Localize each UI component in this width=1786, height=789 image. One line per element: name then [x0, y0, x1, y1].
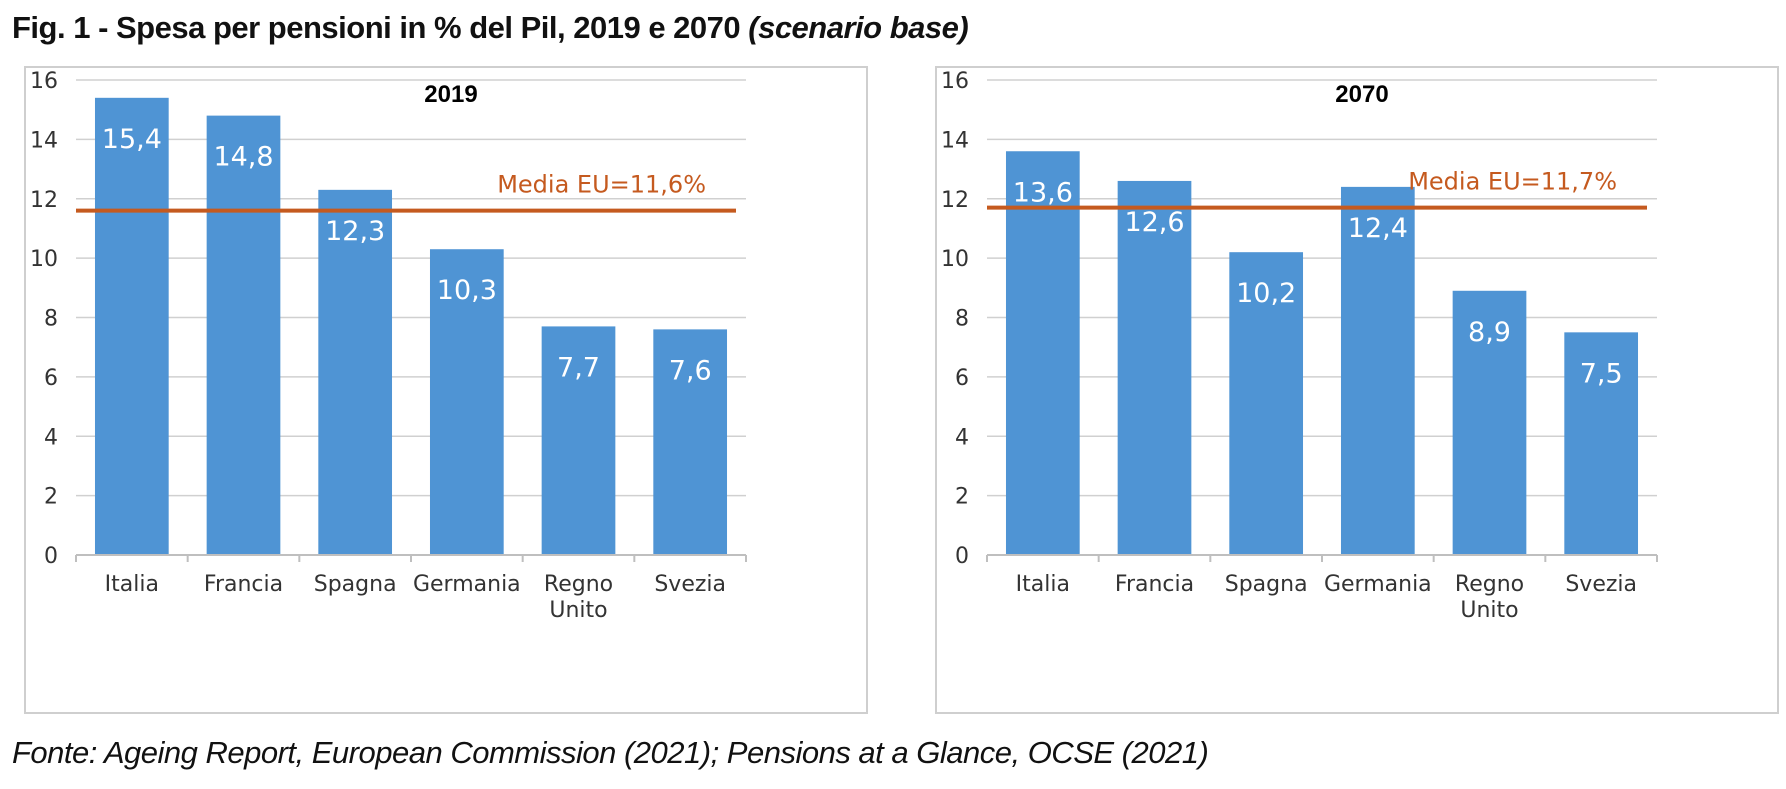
bar-value-label: 10,3 [437, 275, 497, 306]
source-note: Fonte: Ageing Report, European Commissio… [12, 735, 1209, 770]
bar-chart-2070: 0 2 4 6 8 10 12 14 16 13,6 12,6 10,2 12,4 8,9 7,5 Media… [941, 69, 1658, 623]
y-tick-label: 2 [955, 485, 969, 510]
x-category-label: Svezia [654, 572, 726, 597]
chart-panel-2019: 0 2 4 6 8 10 12 14 16 15,4 14,8 12,3 10,3 7,7 7,6 Media… [24, 66, 868, 714]
x-category-label: Germania [1324, 572, 1432, 597]
y-tick-label: 16 [30, 69, 58, 94]
eu-average-label: Media EU=11,7% [1408, 168, 1617, 196]
y-tick-label: 6 [955, 366, 969, 391]
bar-value-label: 7,7 [557, 352, 600, 383]
x-category-label: Spagna [1225, 572, 1308, 597]
bar [541, 326, 616, 555]
x-category-label: Regno [544, 572, 613, 597]
y-tick-label: 14 [941, 128, 969, 153]
x-category-label: Svezia [1565, 572, 1637, 597]
y-tick-label: 2 [44, 485, 58, 510]
y-tick-label: 4 [44, 425, 58, 450]
y-tick-label: 10 [30, 247, 58, 272]
bar-value-label: 13,6 [1013, 177, 1073, 208]
figure-title-years: , 2019 e 2070 [557, 10, 749, 45]
bar [429, 249, 504, 555]
eu-average-label: Media EU=11,6% [497, 171, 706, 199]
bar-value-label: 10,2 [1236, 278, 1296, 309]
chart-title: 2070 [1335, 81, 1388, 108]
y-tick-label: 4 [955, 425, 969, 450]
x-category-label: Unito [1460, 598, 1518, 623]
x-category-label: Italia [1016, 572, 1070, 597]
bar [1005, 151, 1080, 555]
bar-value-label: 14,8 [213, 142, 273, 173]
bar-value-label: 7,5 [1580, 358, 1623, 389]
bar-value-label: 8,9 [1468, 317, 1511, 348]
x-category-label: Francia [204, 572, 283, 597]
bar [318, 189, 393, 555]
x-category-label: Unito [549, 598, 607, 623]
y-tick-label: 0 [44, 544, 58, 569]
bar-chart-2019: 0 2 4 6 8 10 12 14 16 15,4 14,8 12,3 10,3 7,7 7,6 Media… [30, 69, 747, 623]
y-tick-label: 12 [30, 188, 58, 213]
chart-title: 2019 [424, 81, 477, 108]
y-tick-label: 6 [44, 366, 58, 391]
bar [94, 97, 169, 555]
bar [1452, 290, 1527, 555]
bar [206, 115, 281, 555]
figure-title-main: Fig. 1 - Spesa per pensioni in % del Pil [12, 10, 558, 45]
y-tick-label: 8 [955, 307, 969, 332]
y-tick-label: 8 [44, 307, 58, 332]
bar [1117, 180, 1192, 555]
bar [1564, 332, 1639, 555]
x-category-label: Italia [105, 572, 159, 597]
figure-title: Fig. 1 - Spesa per pensioni in % del Pil… [12, 8, 969, 48]
y-tick-label: 16 [941, 69, 969, 94]
x-category-label: Regno [1455, 572, 1524, 597]
bar-value-label: 12,4 [1348, 213, 1408, 244]
bar-value-label: 12,3 [325, 216, 385, 247]
figure-title-scenario: (scenario base) [748, 10, 969, 45]
y-tick-label: 14 [30, 128, 58, 153]
y-tick-label: 10 [941, 247, 969, 272]
chart-panel-2070: 0 2 4 6 8 10 12 14 16 13,6 12,6 10,2 12,4 8,9 7,5 Media… [935, 66, 1779, 714]
x-category-label: Francia [1115, 572, 1194, 597]
bar [1229, 252, 1304, 555]
bar-value-label: 7,6 [669, 355, 712, 386]
bar [653, 329, 728, 555]
y-tick-label: 0 [955, 544, 969, 569]
x-category-label: Spagna [314, 572, 397, 597]
bar-value-label: 15,4 [102, 124, 162, 155]
y-tick-label: 12 [941, 188, 969, 213]
x-category-label: Germania [413, 572, 521, 597]
bar-value-label: 12,6 [1124, 207, 1184, 238]
bar [1340, 186, 1415, 555]
